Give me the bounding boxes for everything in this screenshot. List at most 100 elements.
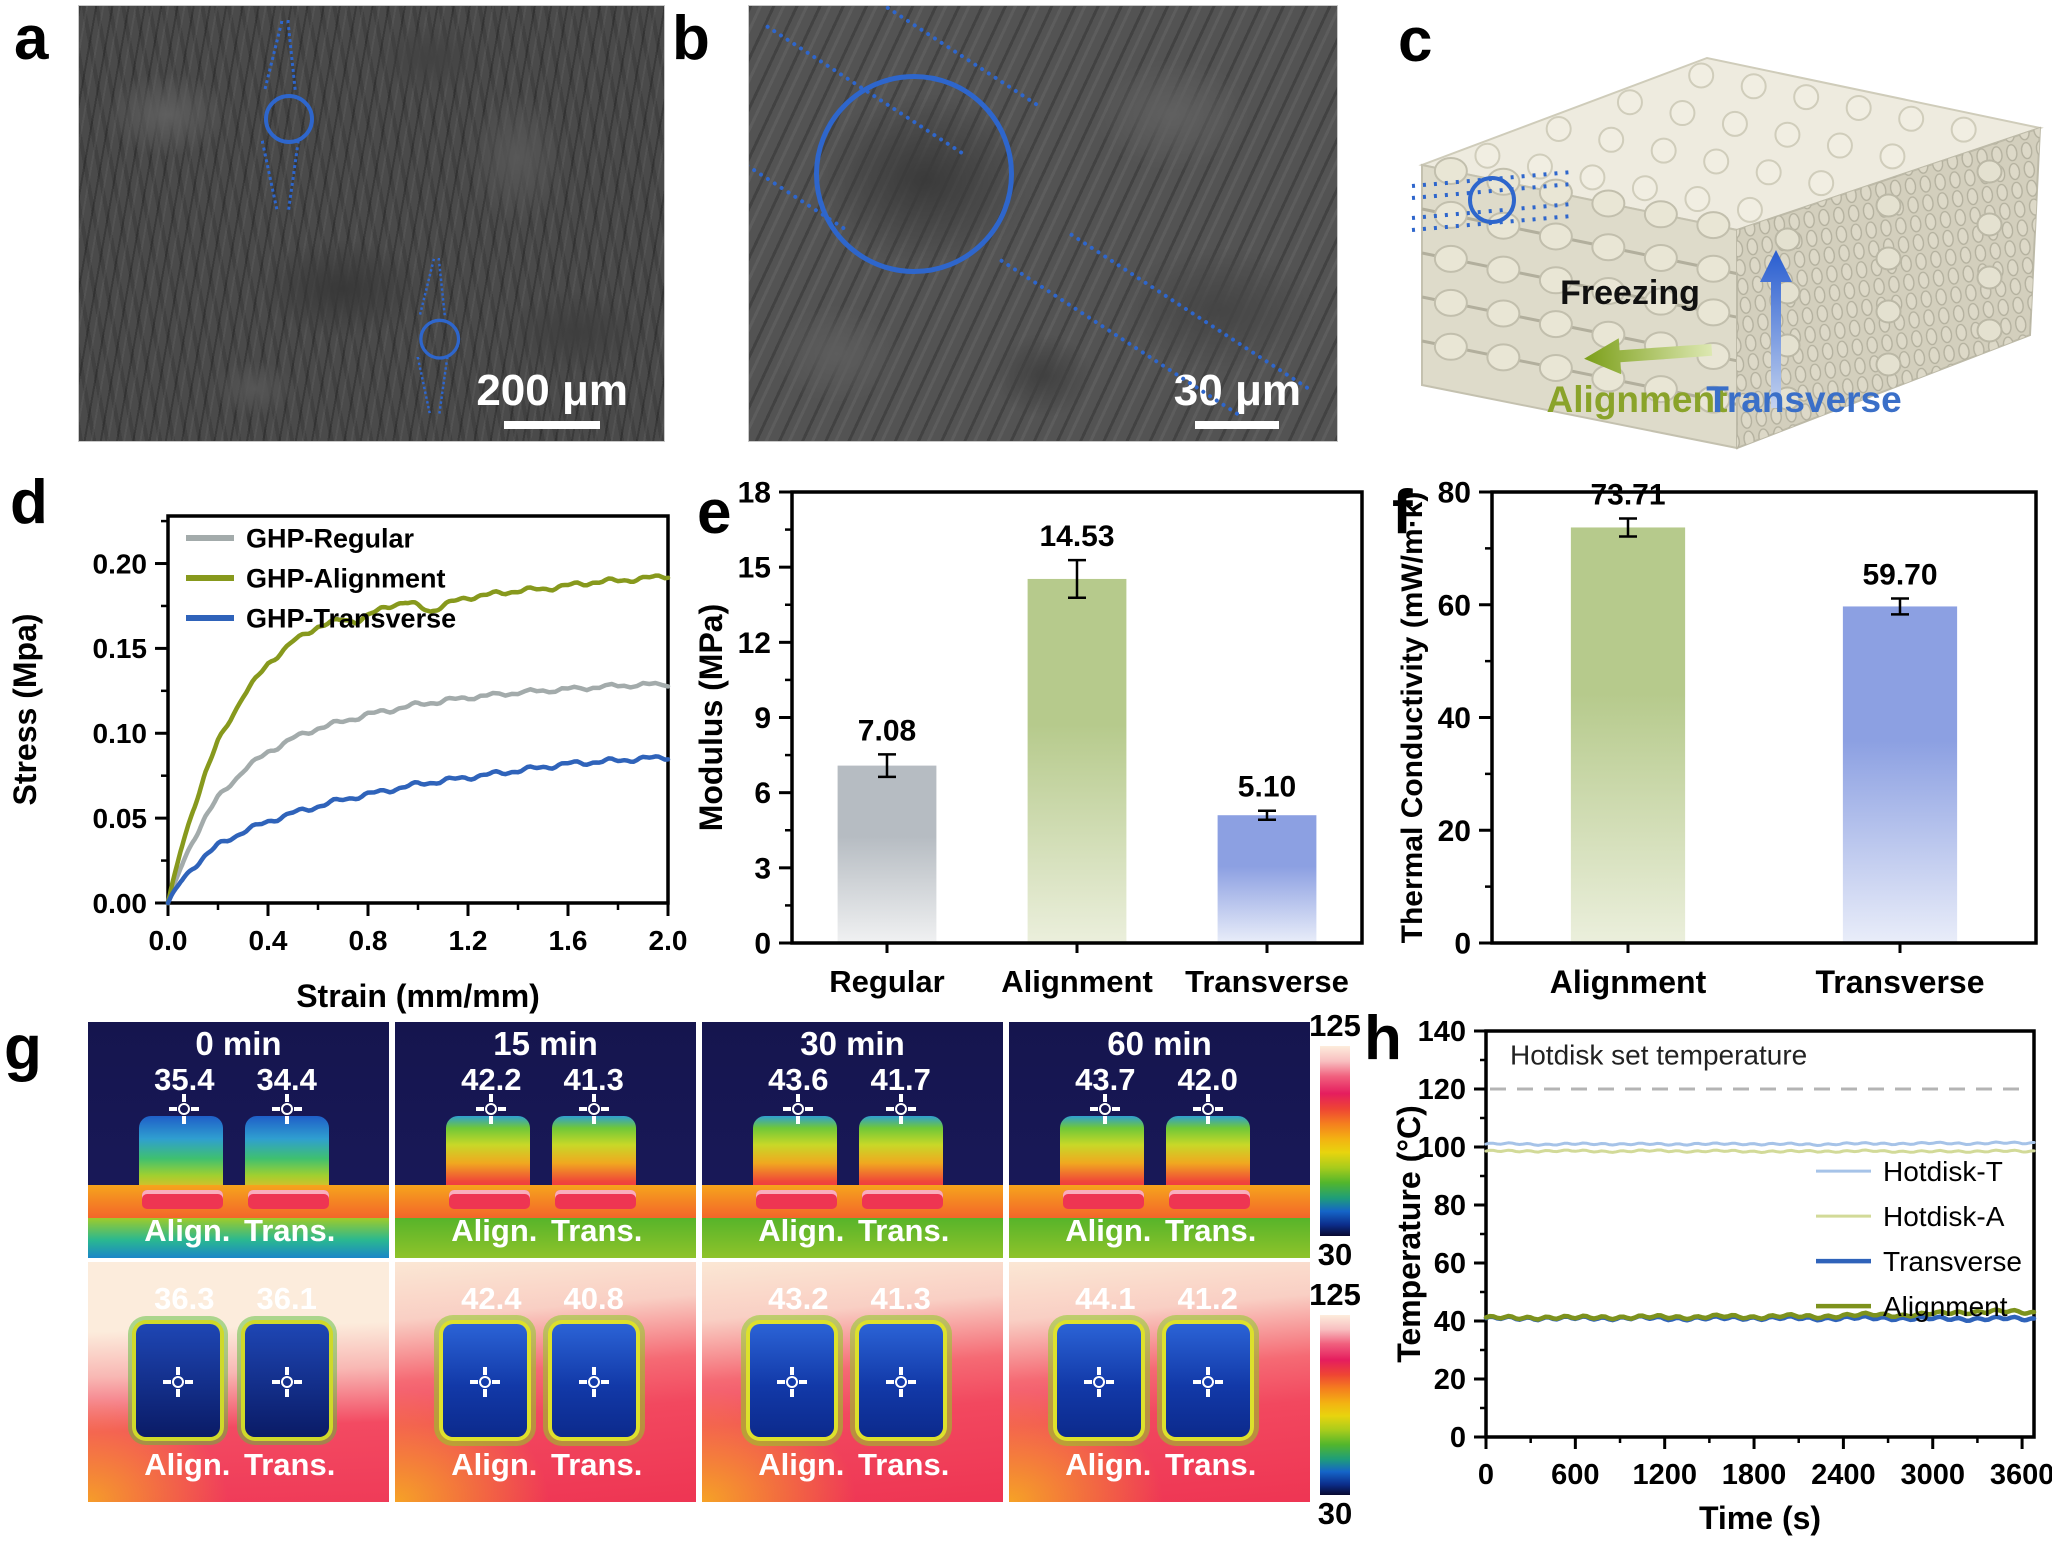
svg-text:0.05: 0.05 (93, 803, 148, 834)
crosshair-icon (777, 1367, 808, 1397)
svg-text:Hotdisk-A: Hotdisk-A (1883, 1201, 2005, 1232)
svg-text:Time (s): Time (s) (1699, 1500, 1821, 1536)
hotplate (395, 1184, 696, 1218)
modulus-bar-chart: 7.08 Regular 14.53 Alignment 5.10 Transverse 0… (690, 476, 1390, 1021)
svg-text:Alignment: Alignment (1001, 964, 1153, 999)
svg-text:12: 12 (738, 627, 771, 660)
scale-bar-line (1195, 421, 1280, 429)
trans-label: Trans. (857, 1446, 950, 1482)
svg-text:60: 60 (1434, 1248, 1466, 1280)
crosshair-icon (169, 1094, 200, 1125)
svg-text:18: 18 (738, 477, 771, 510)
trans-label: Trans. (243, 1213, 336, 1249)
svg-text:0: 0 (754, 928, 771, 961)
thermal-images-side-view: 0 min 35.4 34.4 Align. Trans. 15 min 42.2 41.3 A… (88, 1022, 1310, 1258)
alignment-arrow (1584, 338, 1713, 375)
svg-text:5.10: 5.10 (1238, 771, 1296, 804)
thermal-image-top-1: 42.4 40.8 Align. Trans. (395, 1262, 696, 1502)
scale-bar-text: 200 μm (476, 366, 628, 415)
align-label: Align. (144, 1213, 231, 1249)
temp-align: 35.4 (154, 1062, 215, 1098)
thermal-image-side-3: 60 min 43.7 42.0 Align. Trans. (1009, 1022, 1310, 1258)
temp-trans: 36.1 (256, 1281, 317, 1317)
temp-trans: 41.2 (1177, 1281, 1238, 1317)
crosshair-icon (1192, 1094, 1223, 1125)
temp-align: 36.3 (154, 1281, 215, 1317)
crosshair-icon (1192, 1367, 1223, 1397)
temp-trans: 34.4 (256, 1062, 317, 1098)
time-label: 60 min (1107, 1025, 1212, 1062)
svg-text:1200: 1200 (1632, 1459, 1697, 1491)
transverse-direction-label: Transverse (1706, 379, 1901, 420)
svg-text:Transverse: Transverse (1185, 964, 1349, 999)
sem-image-high-mag: 30 μm (748, 5, 1338, 442)
colorbar (1320, 1314, 1350, 1495)
crosshair-icon (578, 1094, 609, 1125)
svg-text:3: 3 (754, 852, 771, 885)
hotplate (702, 1184, 1003, 1218)
temp-trans: 40.8 (563, 1281, 624, 1317)
sample-trans (244, 1116, 329, 1192)
scale-bar-line (504, 421, 601, 429)
sample-trans (551, 1116, 636, 1192)
svg-text:GHP-Regular: GHP-Regular (246, 523, 415, 553)
sem-image-low-mag: 200 μm (78, 5, 665, 442)
colorbar-min: 30 (1317, 1236, 1353, 1272)
svg-text:140: 140 (1418, 1016, 1466, 1048)
panel-label-c: c (1398, 6, 1433, 75)
temp-align: 43.7 (1075, 1062, 1136, 1098)
temp-align: 44.1 (1075, 1281, 1136, 1317)
thermal-conductivity-bar-chart: 73.71 Alignment 59.70 Transverse 0 20 40 60 80 Th… (1390, 476, 2052, 1021)
time-label: 0 min (195, 1025, 282, 1062)
svg-text:Hotdisk set temperature: Hotdisk set temperature (1510, 1039, 1807, 1070)
scale-bar: 200 μm (476, 369, 628, 429)
panel-label-b: b (672, 4, 710, 73)
temp-trans: 41.7 (870, 1062, 931, 1098)
colorbar-max: 125 (1309, 1277, 1361, 1313)
align-label: Align. (758, 1446, 845, 1482)
svg-text:0.15: 0.15 (93, 633, 148, 664)
align-label: Align. (1065, 1446, 1152, 1482)
crosshair-icon (885, 1094, 916, 1125)
temp-align: 43.6 (768, 1062, 829, 1098)
sample-align (1060, 1116, 1145, 1192)
trans-label: Trans. (243, 1446, 336, 1482)
crosshair-icon (885, 1367, 916, 1397)
svg-text:80: 80 (1438, 477, 1471, 510)
svg-text:Hotdisk-T: Hotdisk-T (1883, 1156, 2003, 1187)
temp-trans: 42.0 (1177, 1062, 1238, 1098)
svg-text:9: 9 (754, 702, 771, 735)
stage (395, 1217, 696, 1258)
thermal-images-top-view: 36.3 36.1 Align. Trans. 42.4 40.8 Align. Trans.… (88, 1262, 1310, 1502)
temp-align: 42.4 (461, 1281, 522, 1317)
svg-text:Strain (mm/mm): Strain (mm/mm) (296, 978, 540, 1014)
sample-trans (1165, 1116, 1250, 1192)
align-label: Align. (144, 1446, 231, 1482)
svg-text:1.6: 1.6 (549, 925, 588, 956)
thermal-colorbars: 125 30 125 30 (1309, 1009, 1361, 1530)
svg-text:Transverse: Transverse (1815, 964, 1984, 1000)
trans-label: Trans. (1164, 1446, 1257, 1482)
svg-text:15: 15 (738, 552, 771, 585)
sample-align (753, 1116, 838, 1192)
freezing-label: Freezing (1560, 274, 1700, 312)
stage (1009, 1217, 1310, 1258)
thermal-image-top-3: 44.1 41.2 Align. Trans. (1009, 1262, 1310, 1502)
align-label: Align. (758, 1213, 845, 1249)
align-label: Align. (1065, 1213, 1152, 1249)
trans-label: Trans. (1164, 1213, 1257, 1249)
svg-text:40: 40 (1438, 702, 1471, 735)
svg-text:20: 20 (1434, 1364, 1466, 1396)
sample-align (139, 1116, 224, 1192)
thermal-image-top-0: 36.3 36.1 Align. Trans. (88, 1262, 389, 1502)
crosshair-icon (783, 1094, 814, 1125)
panel-label-e: e (697, 478, 732, 547)
svg-text:0.20: 0.20 (93, 548, 148, 579)
time-label: 15 min (493, 1025, 598, 1062)
svg-text:Transverse: Transverse (1883, 1246, 2022, 1277)
svg-text:20: 20 (1438, 815, 1471, 848)
panel-label-f: f (1392, 478, 1413, 547)
svg-text:60: 60 (1438, 589, 1471, 622)
svg-text:0.10: 0.10 (93, 718, 148, 749)
svg-text:Alignment: Alignment (1550, 964, 1707, 1000)
